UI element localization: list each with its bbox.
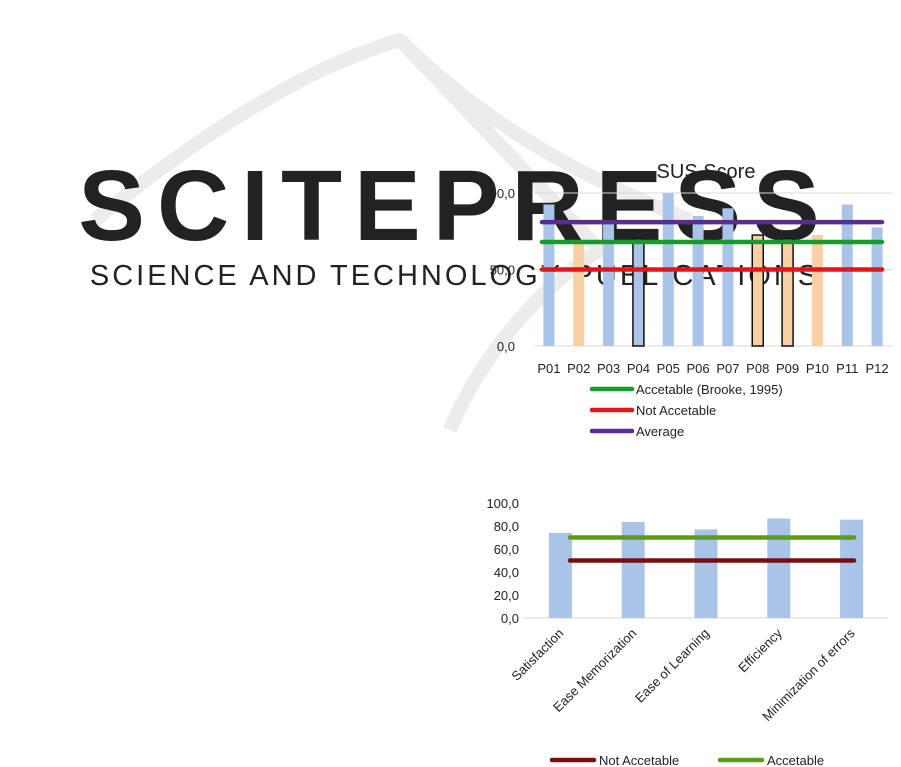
reference-lines <box>567 535 857 563</box>
legend-label: Not Accetable <box>636 403 716 418</box>
bar-p04 <box>632 238 645 347</box>
watermark-book-icon <box>90 33 693 433</box>
x-tick-label: Satisfaction <box>508 626 566 684</box>
y-tick-label: 20,0 <box>494 588 519 603</box>
bar-p02 <box>573 242 585 346</box>
bar-0 <box>548 532 572 618</box>
bar-p08 <box>751 234 764 347</box>
chart-title: SUS Score <box>657 161 756 183</box>
y-tick-label: 100,0 <box>486 496 519 511</box>
x-tick-label: P02 <box>567 361 590 376</box>
x-tick-label: P08 <box>746 361 769 376</box>
x-tick-label: P05 <box>657 361 680 376</box>
y-tick-label: 50,0 <box>490 263 515 278</box>
x-tick-label: P06 <box>687 361 710 376</box>
y-tick-labels: 0,0 20,0 40,0 60,0 80,0 100,0 <box>486 496 519 626</box>
bar-p06 <box>692 215 704 346</box>
x-tick-label: P12 <box>866 361 889 376</box>
bar-p11 <box>841 204 853 346</box>
bars <box>548 518 864 618</box>
x-tick-label: P01 <box>537 361 560 376</box>
bar-p10 <box>811 235 823 346</box>
legend-label: Accetable <box>767 753 824 767</box>
y-tick-labels: 0,0 50,0 100,0 <box>482 186 515 354</box>
bar-3 <box>767 518 791 618</box>
legend: Accetable (Brooke, 1995) Not Accetable Ave… <box>589 382 783 439</box>
x-tick-label: P09 <box>776 361 799 376</box>
bar-2 <box>694 529 718 618</box>
bar-4 <box>840 519 864 618</box>
x-tick-labels: P01 P02 P03 P04 P05 P06 P07 P08 P09 P10 P11 P12 <box>537 361 888 376</box>
legend-label: Not Accetable <box>599 753 679 767</box>
y-tick-label: 80,0 <box>494 519 519 534</box>
x-tick-label: P10 <box>806 361 829 376</box>
y-tick-label: 100,0 <box>482 186 515 201</box>
y-tick-label: 0,0 <box>497 339 515 354</box>
bar-p09 <box>781 238 794 347</box>
x-tick-label: P11 <box>836 361 858 376</box>
bar-p03 <box>603 223 615 346</box>
x-tick-label: Ease of Learning <box>632 626 712 706</box>
x-tick-label: P03 <box>597 361 620 376</box>
legend: Not Accetable Accetable <box>549 753 824 767</box>
legend-label: Accetable (Brooke, 1995) <box>636 382 783 397</box>
x-tick-label: Efficiency <box>735 625 785 675</box>
legend-label: Average <box>636 424 684 439</box>
bar-p12 <box>871 227 883 346</box>
bar-1 <box>621 521 645 618</box>
bar-p01 <box>543 204 555 346</box>
x-tick-label: P07 <box>716 361 739 376</box>
y-tick-label: 60,0 <box>494 542 519 557</box>
y-tick-label: 0,0 <box>501 611 519 626</box>
bar-p07 <box>722 208 734 346</box>
x-tick-label: P04 <box>627 361 650 376</box>
reference-lines <box>539 219 885 272</box>
y-tick-label: 40,0 <box>494 565 519 580</box>
